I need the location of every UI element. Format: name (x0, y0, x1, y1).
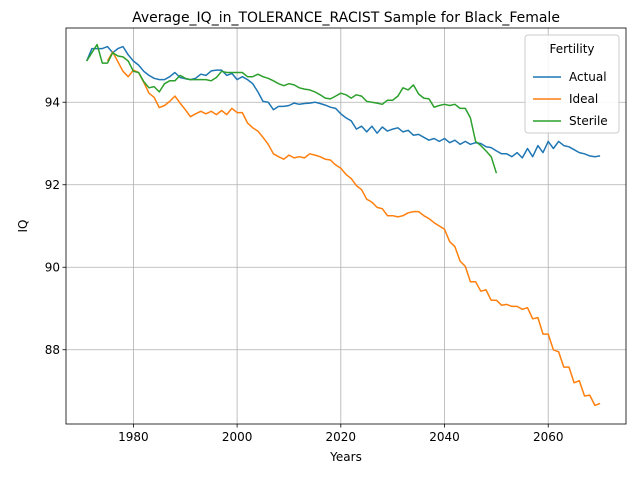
legend-label: Ideal (569, 92, 598, 106)
legend: Fertility Actual Ideal Sterile (524, 34, 620, 134)
legend-label: Actual (569, 70, 607, 84)
series-line-sterile (86, 43, 498, 174)
legend-label: Sterile (569, 114, 608, 128)
chart-title: Average_IQ_in_TOLERANCE_RACIST Sample fo… (132, 10, 560, 26)
plot-frame (65, 27, 627, 425)
legend-box (524, 34, 620, 134)
y-tick-label: 90 (45, 260, 60, 274)
y-tick-label: 88 (45, 343, 60, 357)
series-line-ideal (106, 51, 601, 407)
y-tick-label: 92 (45, 178, 60, 192)
x-tick-label: 2020 (326, 430, 357, 444)
x-tick-label: 2060 (533, 430, 564, 444)
y-tick-label: 94 (45, 95, 60, 109)
series-line-actual (86, 45, 601, 159)
x-tick-label: 2000 (222, 430, 253, 444)
series-layer (86, 43, 601, 407)
y-axis-label: IQ (16, 220, 30, 233)
axis-ticks: 1980 2000 2020 2040 2060 88 90 92 94 (45, 95, 564, 444)
x-tick-label: 1980 (118, 430, 149, 444)
legend-title: Fertility (549, 42, 594, 56)
x-axis-label: Years (329, 450, 362, 464)
x-tick-label: 2040 (429, 430, 460, 444)
